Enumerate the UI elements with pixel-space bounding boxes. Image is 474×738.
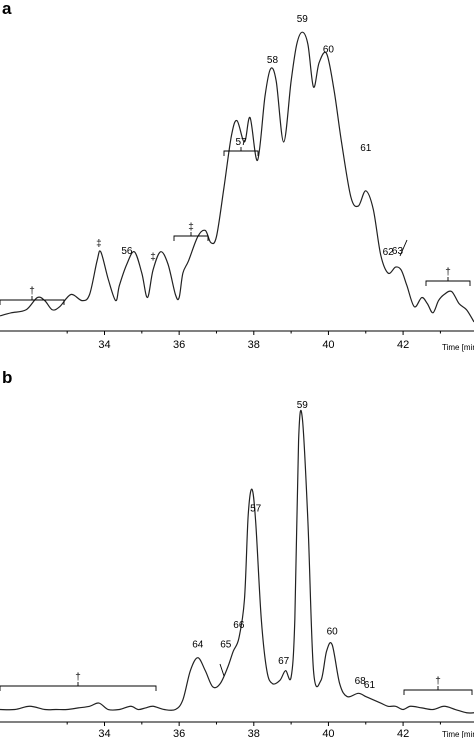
panel-a-bracket (425, 277, 471, 286)
panel-a-peak-label: 62 (383, 247, 395, 258)
panel-a-peak-label: ‡ (188, 222, 194, 233)
panel-a-peak-label: 61 (360, 143, 372, 154)
panel-a-tick-label-38: 38 (248, 339, 260, 351)
panel-b-chromatogram-trace (0, 409, 474, 714)
panel-a-peak-label: 60 (323, 45, 335, 56)
panel-b-peak-label: 60 (327, 627, 339, 638)
panel-b-leader-65 (219, 663, 225, 677)
panel-a-peak-label: 59 (297, 14, 309, 25)
panel-b-bracket (403, 686, 473, 695)
panel-a-bracket (173, 232, 209, 241)
panel-b-ticks: 34 36 38 40 42 (66, 722, 441, 738)
panel-b-tick-label-40: 40 (322, 728, 334, 738)
panel-a-ticks: 34 36 38 40 42 (66, 331, 441, 351)
panel-b-peak-label: 61 (364, 680, 376, 691)
panel-a-peak-label: † (445, 267, 451, 278)
panel-b-bracket (0, 682, 157, 691)
panel-a-tick-label-36: 36 (173, 339, 185, 351)
panel-a-bracket (0, 296, 65, 305)
panel-b-peak-label: 57 (250, 504, 262, 515)
panel-b-peak-label: † (75, 672, 81, 683)
panel-b-letter: b (2, 368, 12, 387)
panel-a-brackets (0, 147, 471, 305)
panel-a-bracket (223, 147, 259, 156)
panel-a-tick-label-42: 42 (397, 339, 409, 351)
panel-a-tick-label-40: 40 (322, 339, 334, 351)
panel-a-peak-label: 58 (267, 55, 279, 66)
panel-b-brackets (0, 682, 473, 695)
panel-b-tick-label-34: 34 (98, 728, 110, 738)
panel-a-peak-label: 63 (392, 246, 404, 257)
panel-b-tick-label-38: 38 (248, 728, 260, 738)
panel-b-x-axis-title: Time [min] (442, 730, 474, 738)
panel-a-peak-label: 56 (121, 246, 133, 257)
panel-a-x-axis-title: Time [min] (442, 343, 474, 352)
panel-a-peak-label: ‡ (96, 238, 102, 249)
panel-b-peak-label: 67 (278, 656, 290, 667)
panel-b-tick-label-42: 42 (397, 728, 409, 738)
panel-a-peak-label: ‡ (150, 252, 156, 263)
panel-b-peak-label: 68 (355, 676, 367, 687)
panel-a-peak-label: 57 (235, 137, 247, 148)
panel-b-peak-label: 65 (220, 639, 232, 650)
panel-a-tick-label-34: 34 (98, 339, 110, 351)
panel-a-leader-62 (399, 239, 408, 257)
panel-b-peak-label: 59 (297, 400, 309, 411)
panel-b-tick-label-36: 36 (173, 728, 185, 738)
panel-a-letter: a (2, 0, 12, 18)
panel-b-peak-label: 64 (192, 640, 204, 651)
panel-a-peak-label: † (29, 286, 35, 297)
panel-a-chromatogram-trace (0, 31, 474, 323)
panel-b-peak-label: † (435, 676, 441, 687)
panel-b-peak-label: 66 (233, 620, 245, 631)
